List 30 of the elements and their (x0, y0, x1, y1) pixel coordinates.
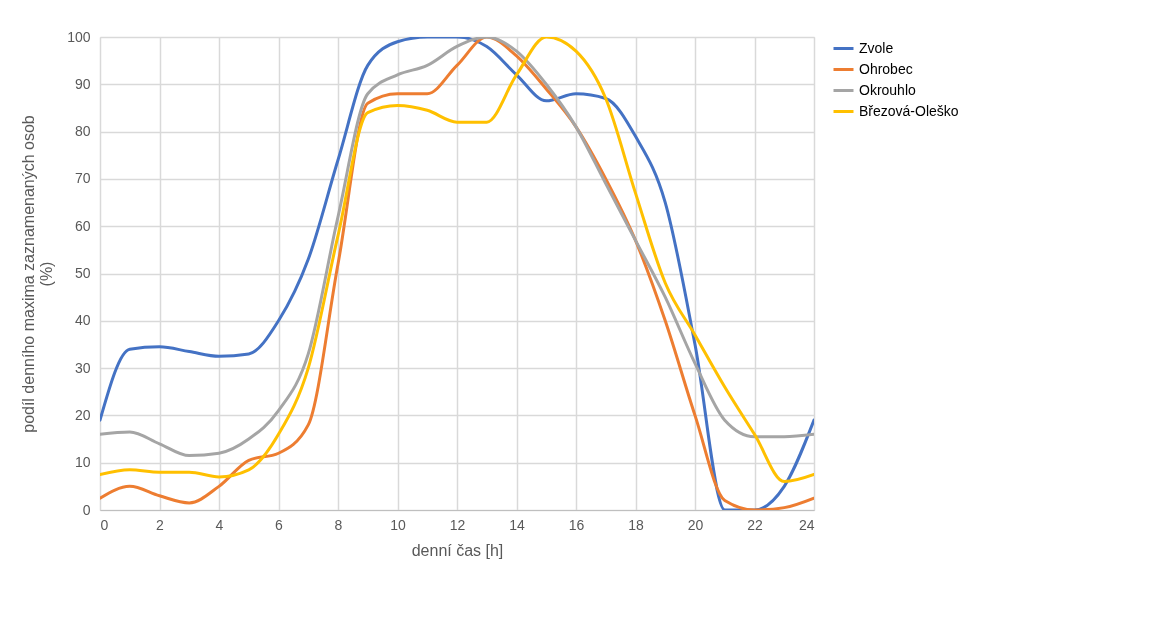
x-tick-label: 12 (449, 516, 466, 533)
legend-label: Zvole (859, 39, 894, 56)
y-tick-label: 10 (74, 454, 91, 471)
x-tick-label: 14 (509, 516, 525, 533)
x-tick-label: 8 (334, 516, 343, 533)
y-tick-label: 90 (74, 75, 91, 92)
legend-label: Okrouhlo (859, 81, 917, 98)
legend-label: Ohrobec (859, 60, 913, 77)
y-tick-label: 30 (74, 359, 91, 376)
y-tick-label: 20 (74, 406, 91, 423)
y-axis-title: podíl denního maxima zaznamenaných osob (%) (20, 115, 56, 433)
y-tick-label: 70 (74, 170, 91, 187)
x-tick-label: 4 (215, 516, 224, 533)
y-tick-label: 80 (74, 123, 91, 140)
x-tick-label: 0 (100, 516, 109, 533)
x-tick-label: 2 (156, 516, 165, 533)
x-axis-title: denní čas [h] (411, 541, 504, 559)
legend-label: Březová-Oleško (859, 102, 959, 119)
x-tick-label: 22 (747, 516, 763, 533)
x-tick-label: 10 (390, 516, 406, 533)
x-tick-label: 24 (798, 516, 815, 533)
x-tick-label: 20 (687, 516, 704, 533)
x-tick-label: 16 (568, 516, 585, 533)
x-tick-label: 6 (275, 516, 284, 533)
y-tick-label: 60 (74, 217, 91, 234)
y-tick-label: 50 (74, 265, 91, 281)
y-tick-label: 100 (67, 28, 91, 45)
y-tick-label: 40 (74, 312, 91, 329)
y-tick-label: 0 (82, 501, 91, 518)
x-tick-label: 18 (628, 516, 644, 533)
